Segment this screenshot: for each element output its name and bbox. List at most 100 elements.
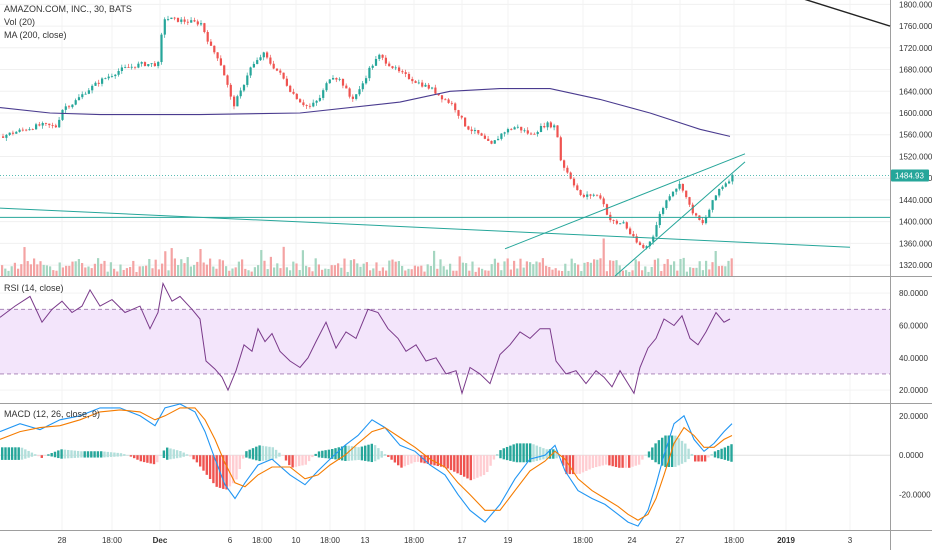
candle-body: [262, 52, 265, 58]
volume-bar: [109, 262, 112, 276]
price-tick-label: 1560.000: [899, 131, 932, 140]
trendline[interactable]: [504, 153, 746, 250]
volume-bar: [372, 268, 375, 276]
volume-bar: [359, 266, 362, 276]
macd-histogram-bar: [331, 449, 334, 459]
volume-bar: [509, 269, 512, 276]
time-tick-label: 18:00: [102, 536, 123, 545]
volume-bar: [426, 264, 429, 276]
volume-bar: [276, 263, 279, 276]
macd-histogram-bar: [383, 454, 387, 456]
volume-bar: [548, 266, 551, 276]
candle-body: [91, 85, 94, 91]
candle-body: [239, 90, 242, 97]
candle-body: [407, 73, 411, 79]
time-axis[interactable]: 28 18:00 Dec 6 18:00 10 18:00 13 18:00 17 19 18:00 2…: [58, 536, 853, 545]
macd-histogram-bar: [350, 446, 354, 461]
macd-histogram-bar: [446, 455, 449, 469]
time-tick-label: 24: [628, 536, 637, 545]
ma-indicator-label[interactable]: MA (200, close): [4, 30, 67, 40]
candle-body: [371, 65, 374, 68]
candle-body: [563, 160, 566, 168]
macd-indicator-label[interactable]: MACD (12, 26, close, 9): [4, 409, 101, 419]
candle-body: [530, 133, 533, 135]
volume-bar: [433, 250, 436, 276]
candle-body: [477, 130, 480, 134]
macd-histogram-bar: [265, 446, 268, 461]
price-axis[interactable]: 1800.000 1760.000 1720.000 1680.000 1640.000…: [899, 0, 932, 270]
macd-histogram-bar: [212, 455, 215, 484]
macd-histogram-bar: [604, 455, 608, 465]
macd-histogram-bar: [710, 454, 713, 456]
time-tick-label: 18:00: [320, 536, 341, 545]
volume-indicator-label[interactable]: Vol (20): [4, 17, 36, 27]
volume-bar: [17, 268, 20, 276]
candle-body: [460, 115, 463, 118]
rsi-indicator-label[interactable]: RSI (14, close): [4, 283, 64, 293]
volume-bar: [455, 270, 458, 276]
macd-histogram-bar: [631, 455, 634, 467]
trendline[interactable]: [0, 207, 851, 248]
volume-bar: [385, 270, 388, 276]
rsi-axis[interactable]: 80.0000 60.0000 40.0000 20.0000: [899, 289, 928, 395]
volume-bar: [247, 270, 250, 276]
macd-histogram-bar: [185, 454, 189, 456]
trendlines[interactable]: [0, 153, 851, 277]
candle-body: [35, 124, 38, 130]
candle-body: [236, 96, 239, 107]
volume-bar: [573, 263, 576, 276]
macd-histogram-bar: [472, 455, 476, 480]
volume-bar: [39, 261, 42, 276]
macd-histogram-bar: [713, 451, 717, 458]
price-pane[interactable]: [0, 0, 890, 276]
candle-body: [325, 83, 328, 91]
volume-bar: [321, 269, 324, 276]
macd-histogram-bar: [367, 444, 370, 462]
ma-200-line[interactable]: [0, 88, 731, 137]
candle-body: [355, 94, 358, 99]
volume-bar: [215, 268, 218, 276]
macd-histogram-bar: [215, 455, 218, 487]
macd-histogram-bar: [195, 455, 199, 463]
macd-histogram-bar: [232, 455, 235, 484]
macd-histogram-bar: [57, 450, 60, 459]
candle-body: [223, 65, 226, 76]
volume-bar: [330, 265, 333, 276]
macd-histogram-bar: [202, 455, 205, 471]
volume-bar: [516, 268, 519, 276]
volume-bar: [484, 270, 487, 276]
volume-bar: [381, 267, 384, 276]
macd-histogram-bar: [720, 448, 723, 460]
volume-bar: [205, 264, 208, 276]
candle-body: [381, 54, 384, 58]
price-tick-label: 1440.000: [899, 196, 932, 205]
candle-body: [97, 82, 100, 84]
macd-histogram-bar: [433, 455, 436, 466]
macd-histogram-bar: [228, 455, 232, 487]
candle-body: [153, 63, 156, 67]
time-tick-label: 6: [228, 536, 233, 545]
macd-histogram-bar: [479, 455, 482, 477]
rsi-line[interactable]: [0, 281, 731, 396]
volume-bar: [365, 262, 368, 276]
time-tick-label: 2019: [777, 536, 795, 545]
macd-histogram-bar: [304, 455, 307, 465]
candle-body: [605, 204, 609, 215]
signal-line[interactable]: [0, 407, 733, 521]
macd-histogram-bar: [687, 448, 690, 460]
macd-histogram-bar: [730, 444, 733, 462]
upper-right-line[interactable]: [760, 0, 891, 27]
trendline[interactable]: [614, 161, 746, 277]
symbol-title[interactable]: AMAZON.COM, INC., 30, BATS: [4, 4, 132, 14]
macd-axis[interactable]: 20.0000 0.0000 -20.0000: [899, 412, 931, 500]
macd-histogram-bar: [1, 447, 4, 460]
macd-histogram-bar: [281, 455, 284, 456]
candle-body: [658, 213, 661, 226]
candle-body: [328, 79, 331, 84]
volume-bar: [1, 265, 4, 276]
macd-line[interactable]: [0, 403, 733, 527]
candle-body: [31, 129, 34, 130]
candle-body: [259, 57, 262, 61]
volume-bar: [317, 264, 320, 276]
